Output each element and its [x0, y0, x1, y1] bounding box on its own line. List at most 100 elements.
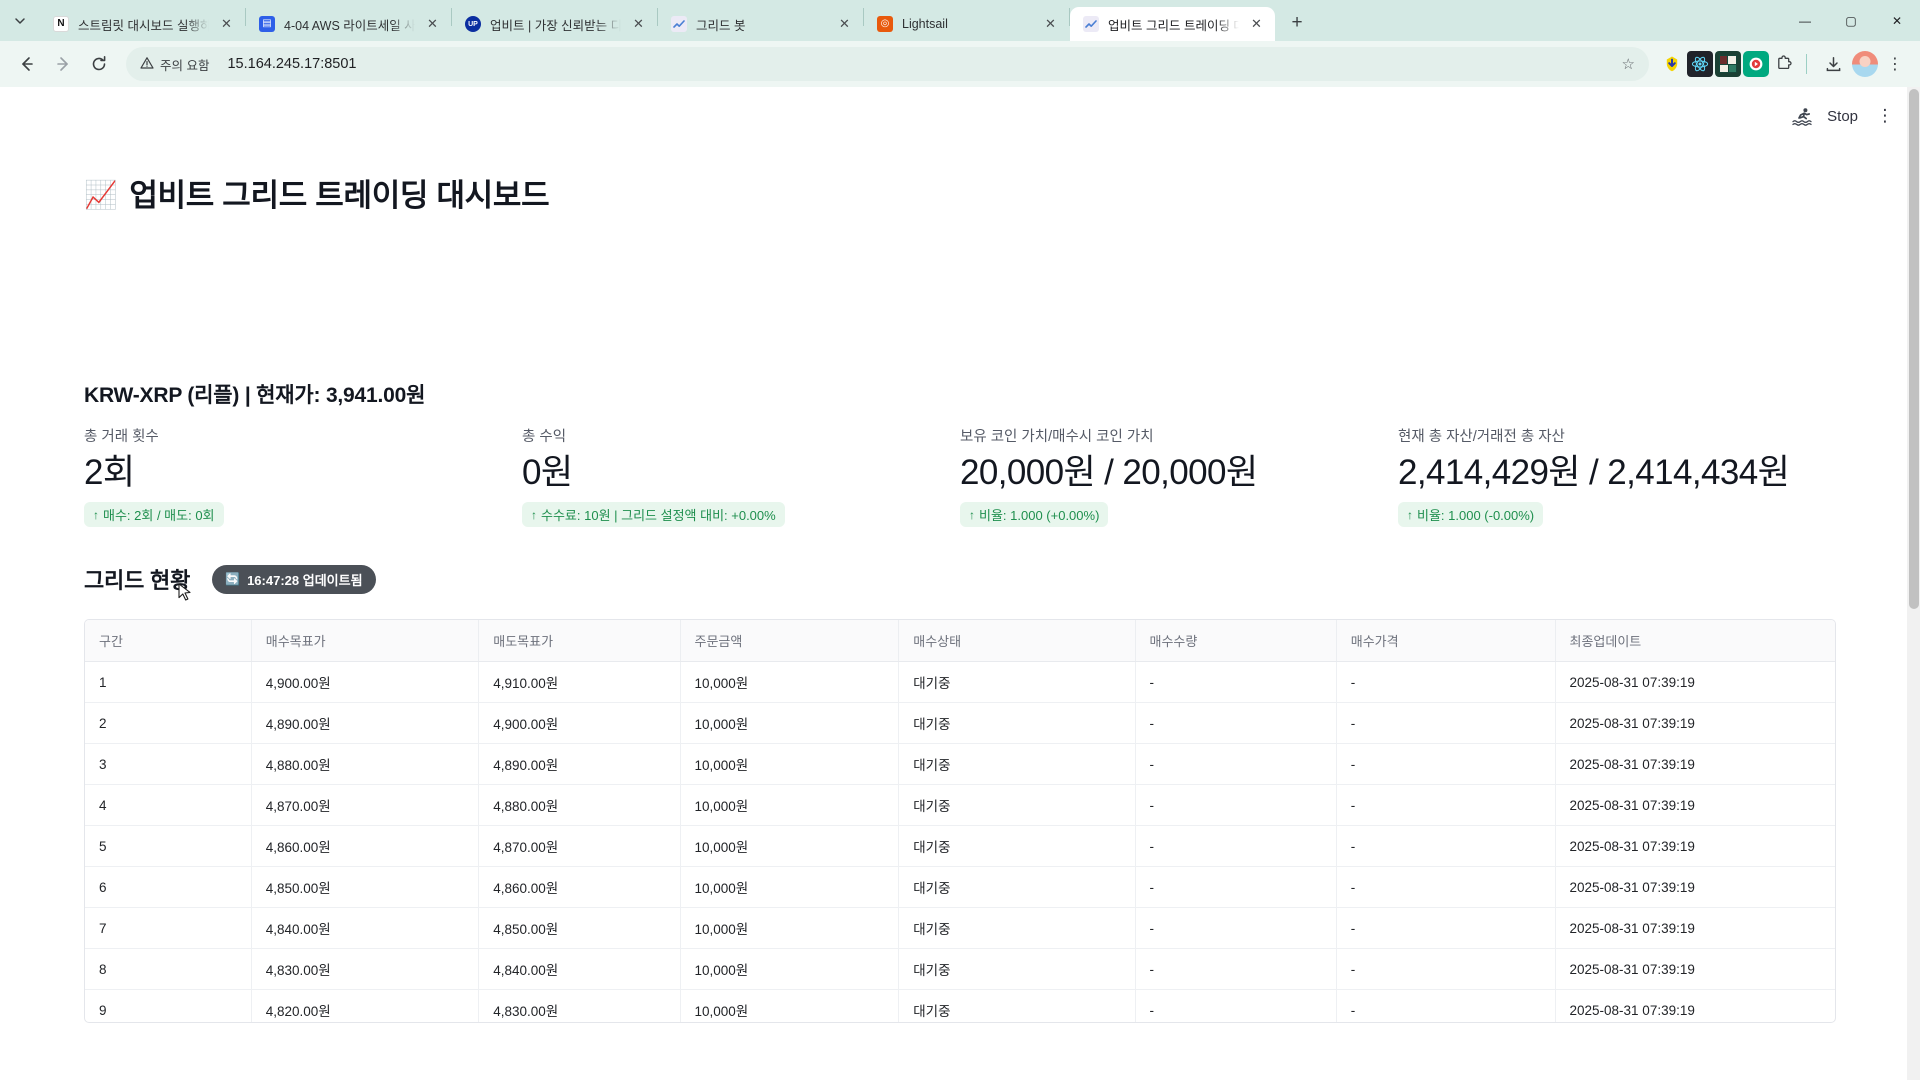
cell-buy-quantity: - [1135, 743, 1337, 786]
tab-title: 업비트 그리드 트레이딩 대시보 [1108, 18, 1239, 33]
address-bar[interactable]: 주의 요함 15.164.245.17:8501 ☆ [126, 47, 1649, 81]
chart-icon [1083, 16, 1099, 32]
tab-close-icon[interactable]: ✕ [839, 16, 850, 31]
cell-index: 9 [85, 989, 252, 1023]
window-minimize-button[interactable]: — [1799, 13, 1811, 28]
forward-icon[interactable] [46, 47, 80, 81]
cell-buy-status: 대기중 [898, 825, 1136, 868]
tab-close-icon[interactable]: ✕ [633, 16, 644, 31]
browser-tab-1[interactable]: ▤ 4-04 AWS 라이트세일 사용해 ✕ [246, 7, 451, 41]
column-header-order-amount[interactable]: 주문금액 [680, 620, 900, 663]
tab-title: 그리드 봇 [696, 18, 746, 33]
react-devtools-extension-icon[interactable] [1687, 51, 1713, 77]
profile-avatar[interactable] [1852, 51, 1878, 77]
cell-buy-target: 4,890.00원 [251, 702, 480, 745]
cell-buy-price: - [1336, 948, 1556, 991]
table-row[interactable]: 8 4,830.00원 4,840.00원 10,000원 대기중 - -2025-08-3… [85, 948, 1835, 991]
table-body: 1 4,900.00원 4,910.00원 10,000원 대기중 - -2025-08-3… [85, 661, 1835, 1023]
window-maximize-button[interactable]: ▢ [1845, 13, 1857, 28]
tab-divider [1069, 7, 1070, 26]
tab-close-icon[interactable]: ✕ [221, 16, 232, 31]
column-header-last-updated[interactable]: 최종업데이트 [1555, 620, 1835, 663]
column-header-buy-quantity[interactable]: 매수수량 [1135, 620, 1337, 663]
download-arrow-extension-icon[interactable] [1659, 51, 1685, 77]
star-icon[interactable]: ☆ [1621, 56, 1635, 73]
browser-tab-5-active[interactable]: 업비트 그리드 트레이딩 대시보 ✕ [1070, 7, 1275, 41]
browser-tab-2[interactable]: UP 업비트 | 가장 신뢰받는 디지털 ✕ [452, 7, 657, 41]
cell-last-updated: 2025-08-31 07:39:19 [1555, 989, 1835, 1023]
tab-title: 4-04 AWS 라이트세일 사용해 [284, 18, 415, 33]
cell-buy-quantity: - [1135, 784, 1337, 827]
window-close-button[interactable]: ✕ [1891, 13, 1903, 28]
page-scrollbar[interactable] [1907, 87, 1920, 1080]
bookshelf-extension-icon[interactable] [1715, 51, 1741, 77]
puzzle-extensions-icon[interactable] [1771, 51, 1797, 77]
grid-status-table-container[interactable]: 구간 매수목표가 매도목표가 주문금액 매수상태 매수수량 매수가격 최종업데이… [84, 619, 1836, 1024]
column-header-buy-status[interactable]: 매수상태 [898, 620, 1136, 663]
browser-menu-kebab-icon[interactable]: ⋮ [1887, 56, 1903, 73]
streamlit-menu-kebab-icon[interactable]: ⋮ [1876, 106, 1894, 125]
tab-strip: N 스트림릿 대시보드 실행하기 ✕ ▤ 4-04 AWS 라이트세일 사용해 … [0, 0, 1920, 41]
cell-last-updated: 2025-08-31 07:39:19 [1555, 948, 1835, 991]
video-recorder-extension-icon[interactable] [1743, 51, 1769, 77]
stop-button[interactable]: Stop [1827, 107, 1858, 125]
section-title: 그리드 현황 [84, 568, 191, 594]
streamlit-app-header: Stop ⋮ [0, 87, 1920, 145]
cell-last-updated: 2025-08-31 07:39:19 [1555, 825, 1835, 868]
chart-increasing-icon: 📈 [84, 180, 118, 211]
cell-buy-target: 4,850.00원 [251, 866, 480, 909]
metric-delta-text: 수수료: 10원 | 그리드 설정액 대비: +0.00% [541, 508, 776, 524]
reload-icon[interactable] [82, 47, 116, 81]
column-header-buy-price[interactable]: 매수가격 [1336, 620, 1556, 663]
column-header-sell-target[interactable]: 매도목표가 [478, 620, 681, 663]
grid-section-header: 그리드 현황 🔄 16:47:28 업데이트됨 [84, 563, 1836, 595]
table-row[interactable]: 3 4,880.00원 4,890.00원 10,000원 대기중 - -2025-08-3… [85, 743, 1835, 786]
tab-close-icon[interactable]: ✕ [427, 16, 438, 31]
browser-tab-4[interactable]: ◎ Lightsail ✕ [864, 7, 1069, 41]
metric-value: 20,000원 / 20,000원 [960, 453, 1258, 493]
upbit-icon: UP [465, 16, 481, 32]
tab-divider [657, 7, 658, 26]
browser-tab-0[interactable]: N 스트림릿 대시보드 실행하기 ✕ [40, 7, 245, 41]
back-icon[interactable] [10, 47, 44, 81]
cell-order-amount: 10,000원 [680, 989, 900, 1023]
metric-label: 총 수익 [522, 429, 567, 446]
cell-order-amount: 10,000원 [680, 948, 900, 991]
cell-sell-target: 4,860.00원 [478, 866, 681, 909]
page-viewport: Stop ⋮ 📈 업비트 그리드 트레이딩 대시보드 KRW-XRP (리플) … [0, 87, 1920, 1080]
tab-close-icon[interactable]: ✕ [1045, 16, 1056, 31]
cell-index: 5 [85, 825, 252, 868]
tab-divider [245, 7, 246, 26]
column-header-index[interactable]: 구간 [85, 620, 252, 663]
table-row[interactable]: 1 4,900.00원 4,910.00원 10,000원 대기중 - -2025-08-3… [85, 661, 1835, 704]
cell-order-amount: 10,000원 [680, 661, 900, 704]
table-row[interactable]: 4 4,870.00원 4,880.00원 10,000원 대기중 - -2025-08-3… [85, 784, 1835, 827]
new-tab-button[interactable]: + [1291, 12, 1303, 33]
cell-sell-target: 4,900.00원 [478, 702, 681, 745]
table-row[interactable]: 7 4,840.00원 4,850.00원 10,000원 대기중 - -2025-08-3… [85, 907, 1835, 950]
site-security-chip[interactable]: 주의 요함 [132, 52, 219, 77]
table-row[interactable]: 5 4,860.00원 4,870.00원 10,000원 대기중 - -2025-08-3… [85, 825, 1835, 868]
download-tray-icon[interactable] [1816, 47, 1850, 81]
cell-buy-target: 4,900.00원 [251, 661, 480, 704]
metric-card-total-assets: 현재 총 자산/거래전 총 자산 2,414,429원 / 2,414,434원… [1398, 427, 1836, 528]
column-header-buy-target[interactable]: 매수목표가 [251, 620, 480, 663]
table-row[interactable]: 2 4,890.00원 4,900.00원 10,000원 대기중 - -2025-08-3… [85, 702, 1835, 745]
cell-buy-quantity: - [1135, 907, 1337, 950]
cell-order-amount: 10,000원 [680, 825, 900, 868]
page-scrollbar-thumb[interactable] [1909, 89, 1919, 609]
tab-search-button[interactable] [0, 0, 40, 41]
table-row[interactable]: 9 4,820.00원 4,830.00원 10,000원 대기중 - -2025-08-3… [85, 989, 1835, 1023]
table-row[interactable]: 6 4,850.00원 4,860.00원 10,000원 대기중 - -2025-08-3… [85, 866, 1835, 909]
table-header-row: 구간 매수목표가 매도목표가 주문금액 매수상태 매수수량 매수가격 최종업데이… [85, 620, 1835, 663]
browser-tab-3[interactable]: 그리드 봇 ✕ [658, 7, 863, 41]
cell-buy-quantity: - [1135, 866, 1337, 909]
page-content: 📈 업비트 그리드 트레이딩 대시보드 KRW-XRP (리플) | 현재가: … [0, 145, 1920, 1024]
window-controls: — ▢ ✕ [1782, 0, 1920, 41]
arrow-up-icon: ↑ [531, 507, 537, 522]
arrow-up-icon: ↑ [969, 507, 975, 522]
cell-buy-price: - [1336, 907, 1556, 950]
tab-close-icon[interactable]: ✕ [1251, 16, 1262, 31]
tab-title: 업비트 | 가장 신뢰받는 디지털 [490, 18, 621, 33]
